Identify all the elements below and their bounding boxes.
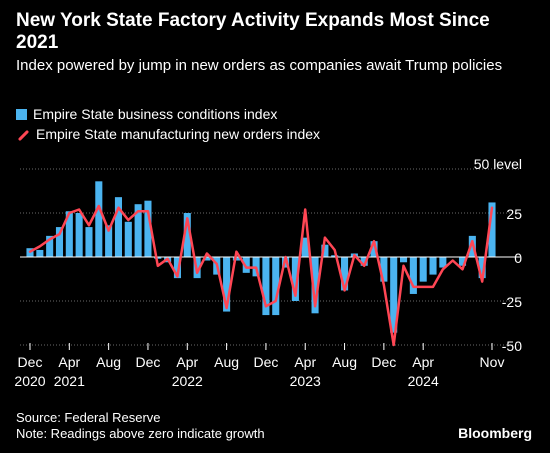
x-tick-year-label: 2021 [54, 373, 85, 388]
bar [409, 257, 417, 294]
brand-logo: Bloomberg [458, 425, 532, 441]
bar [173, 257, 181, 279]
x-tick-label: Dec [18, 354, 43, 370]
growth-note: Note: Readings above zero indicate growt… [16, 426, 265, 441]
legend: Empire State business conditions index E… [16, 104, 320, 144]
bar [380, 257, 388, 282]
chart-title: New York State Factory Activity Expands … [16, 10, 490, 53]
bar [478, 257, 486, 279]
bar [301, 237, 309, 257]
bar [360, 257, 368, 266]
footer: Source: Federal Reserve Note: Readings a… [16, 410, 265, 442]
bar [124, 221, 132, 257]
series-line [28, 204, 494, 347]
legend-bar-swatch-icon [16, 108, 27, 120]
y-tick-label: 50 level [474, 156, 522, 172]
y-tick-label: 0 [514, 250, 522, 266]
x-tick-label: Aug [96, 354, 121, 370]
y-tick-label: 25 [506, 206, 522, 222]
bar [144, 200, 152, 257]
bar [311, 257, 319, 314]
bar [341, 257, 349, 291]
bar [154, 257, 162, 259]
bar [95, 181, 103, 257]
x-tick-label: Apr [58, 354, 80, 370]
x-tick-label: Aug [332, 354, 357, 370]
x-tick-year-label: 2022 [172, 373, 203, 388]
bar [55, 227, 64, 257]
x-tick-year-label: 2020 [14, 373, 45, 388]
x-tick-label: Apr [294, 354, 316, 370]
chart-plot: 50 level 25 0 -25 -50 Dec 2020 Apr 2021 Aug Dec Apr… [14, 156, 522, 388]
bar [203, 257, 211, 261]
bar [105, 225, 113, 257]
bar [321, 244, 329, 257]
legend-bar-label: Empire State business conditions index [33, 106, 278, 122]
bar [291, 257, 299, 301]
bar [458, 257, 467, 266]
bar [429, 257, 437, 275]
bar [114, 197, 123, 257]
bar [262, 257, 270, 316]
bar [419, 257, 427, 282]
bar [223, 257, 231, 312]
x-tick-label: Apr [412, 354, 434, 370]
bar [488, 202, 496, 257]
y-tick-label: -25 [502, 294, 522, 310]
legend-item-line: Empire State manufacturing new orders in… [16, 124, 320, 144]
x-tick-label: Dec [253, 354, 278, 370]
legend-line-swatch-icon [16, 129, 30, 140]
bar [331, 255, 339, 257]
x-tick-label: Dec [371, 354, 396, 370]
x-tick-label: Apr [176, 354, 198, 370]
bar [46, 235, 54, 257]
x-tick-label: Dec [136, 354, 161, 370]
bar [242, 257, 250, 273]
source-note: Source: Federal Reserve [16, 410, 161, 425]
bar [65, 211, 73, 257]
x-tick-year-label: 2023 [290, 373, 321, 388]
bar [272, 257, 280, 316]
chart-subtitle: Index powered by jump in new orders as c… [16, 57, 503, 74]
bar [85, 227, 93, 257]
x-tick-year-label: 2024 [408, 373, 439, 388]
bar [399, 257, 408, 263]
bar [390, 257, 398, 333]
bar [370, 241, 378, 257]
bar [36, 249, 44, 257]
x-tick-label: Nov [480, 354, 505, 370]
bar [183, 213, 191, 257]
bar [134, 204, 142, 257]
legend-line-label: Empire State manufacturing new orders in… [36, 126, 321, 142]
bar [75, 213, 83, 257]
x-tick-label: Aug [214, 354, 239, 370]
bar [439, 257, 447, 268]
legend-item-bars: Empire State business conditions index [16, 104, 320, 124]
y-tick-label: -50 [502, 338, 522, 354]
